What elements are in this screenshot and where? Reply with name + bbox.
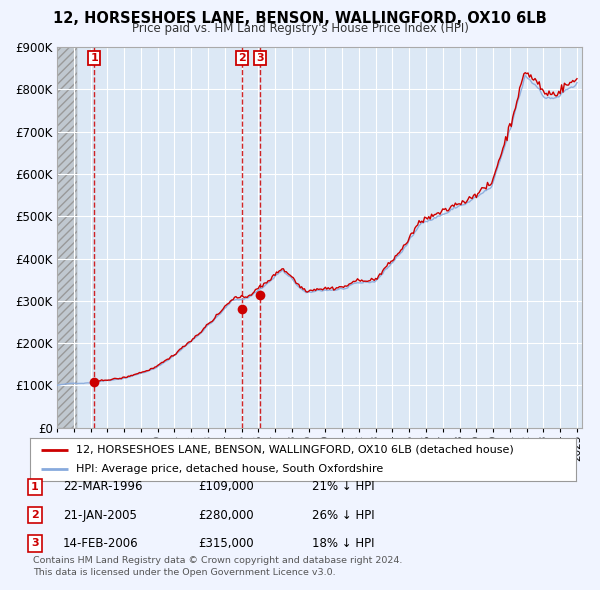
Text: 12, HORSESHOES LANE, BENSON, WALLINGFORD, OX10 6LB: 12, HORSESHOES LANE, BENSON, WALLINGFORD… [53,11,547,25]
Text: 21-JAN-2005: 21-JAN-2005 [63,509,137,522]
Text: HPI: Average price, detached house, South Oxfordshire: HPI: Average price, detached house, Sout… [76,464,383,474]
Text: £109,000: £109,000 [198,480,254,493]
Text: 21% ↓ HPI: 21% ↓ HPI [312,480,374,493]
Text: Contains HM Land Registry data © Crown copyright and database right 2024.: Contains HM Land Registry data © Crown c… [33,556,403,565]
Text: 2: 2 [238,53,246,63]
Text: This data is licensed under the Open Government Licence v3.0.: This data is licensed under the Open Gov… [33,568,335,577]
Text: 3: 3 [31,539,38,548]
Text: £280,000: £280,000 [198,509,254,522]
Text: 1: 1 [91,53,98,63]
Text: 14-FEB-2006: 14-FEB-2006 [63,537,139,550]
Text: 18% ↓ HPI: 18% ↓ HPI [312,537,374,550]
Text: 1: 1 [31,482,38,491]
Text: £315,000: £315,000 [198,537,254,550]
Text: 2: 2 [31,510,38,520]
Text: Price paid vs. HM Land Registry's House Price Index (HPI): Price paid vs. HM Land Registry's House … [131,22,469,35]
Text: 3: 3 [256,53,264,63]
Text: 22-MAR-1996: 22-MAR-1996 [63,480,143,493]
Bar [57,47,77,428]
Text: 26% ↓ HPI: 26% ↓ HPI [312,509,374,522]
Text: 12, HORSESHOES LANE, BENSON, WALLINGFORD, OX10 6LB (detached house): 12, HORSESHOES LANE, BENSON, WALLINGFORD… [76,445,514,455]
